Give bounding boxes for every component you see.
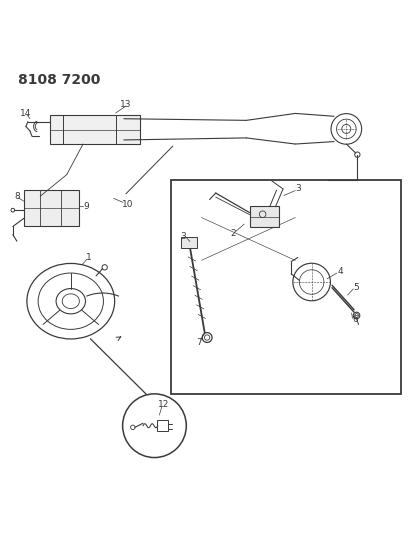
Text: 7: 7 (196, 337, 202, 346)
Text: 9: 9 (83, 201, 89, 211)
Text: 3: 3 (296, 184, 301, 193)
Text: 4: 4 (337, 267, 343, 276)
Bar (24, 190, 79, 225)
Bar (171, 180, 402, 394)
Bar (51, 116, 140, 144)
Text: 1: 1 (86, 253, 92, 262)
Text: 13: 13 (120, 100, 132, 109)
Bar (249, 206, 279, 227)
Text: 2: 2 (231, 229, 236, 238)
Text: 3: 3 (180, 232, 186, 241)
Text: 12: 12 (158, 400, 169, 409)
Bar (181, 237, 196, 248)
Text: 14: 14 (20, 109, 32, 118)
Text: 6: 6 (353, 315, 358, 324)
Text: 8108 7200: 8108 7200 (18, 72, 100, 86)
Bar (157, 421, 169, 431)
Text: 8: 8 (14, 192, 20, 201)
Text: 5: 5 (354, 283, 359, 292)
Circle shape (122, 394, 186, 457)
Text: 10: 10 (122, 200, 134, 209)
